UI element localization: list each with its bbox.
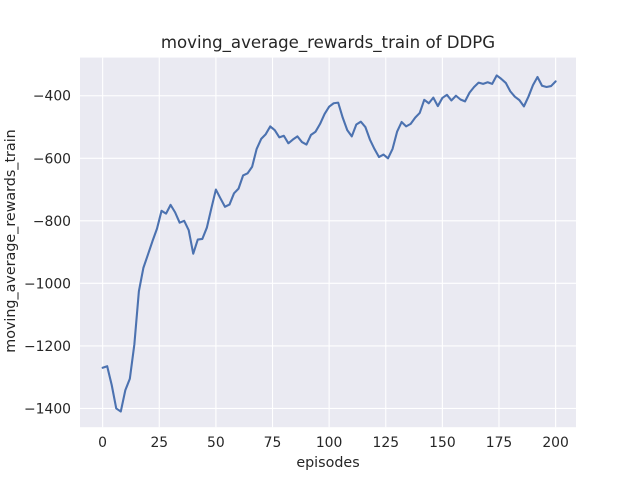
x-tick-labels: 0 25 50 75 100 125 150 175 200 [98, 435, 569, 451]
y-tick-label: −400 [33, 89, 71, 105]
x-tick-label: 25 [150, 435, 168, 451]
x-tick-label: 0 [98, 435, 107, 451]
x-tick-label: 75 [264, 435, 282, 451]
y-tick-label: −600 [33, 151, 71, 167]
plot-area-background [80, 57, 576, 428]
y-tick-label: −1400 [24, 401, 71, 417]
chart-title: moving_average_rewards_train of DDPG [161, 33, 495, 53]
plot-area [80, 57, 576, 428]
data-series [101, 74, 557, 413]
reward-line [101, 74, 557, 413]
y-axis-label: moving_average_rewards_train [3, 129, 19, 352]
x-axis-label: episodes [296, 455, 359, 471]
y-tick-labels: −400 −600 −800 −1000 −1200 −1400 [24, 89, 71, 418]
x-tick-label: 125 [373, 435, 400, 451]
x-tick-label: 100 [316, 435, 343, 451]
x-tick-label: 175 [486, 435, 513, 451]
x-tick-label: 200 [542, 435, 569, 451]
x-tick-label: 150 [429, 435, 456, 451]
y-tick-label: −1000 [24, 276, 71, 292]
y-tick-label: −800 [33, 214, 71, 230]
x-tick-label: 50 [207, 435, 225, 451]
y-tick-label: −1200 [24, 339, 71, 355]
gridlines [80, 57, 576, 428]
